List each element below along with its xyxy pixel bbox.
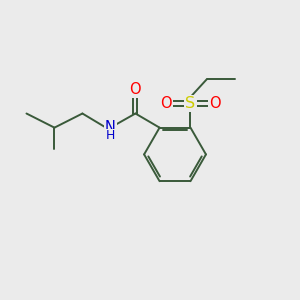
Text: S: S [185,96,196,111]
Text: O: O [209,96,220,111]
Text: O: O [160,96,172,111]
Text: N: N [105,120,116,135]
Text: H: H [106,129,115,142]
Text: O: O [130,82,141,97]
